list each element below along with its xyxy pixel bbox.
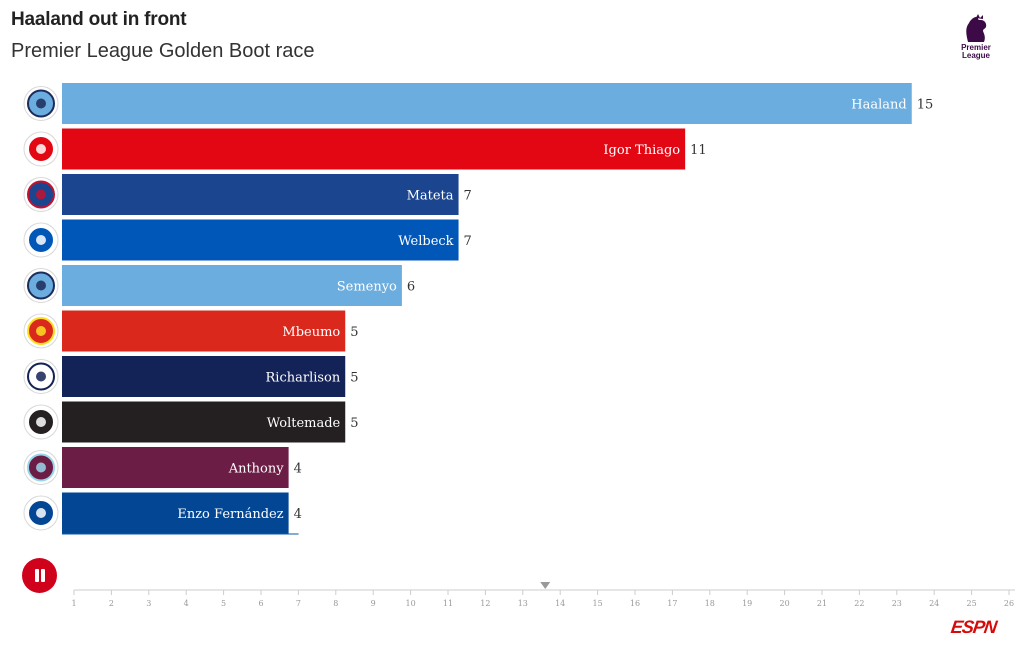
bar-label: Welbeck — [398, 234, 453, 249]
timeline-tick-label: 2 — [109, 599, 114, 608]
chart-title: Haaland out in front — [11, 9, 187, 30]
bar — [62, 310, 346, 352]
bar — [62, 265, 402, 306]
bar — [62, 83, 912, 124]
value-label: 15 — [917, 98, 934, 113]
value-label: 6 — [407, 280, 415, 295]
bar-label: Semenyo — [337, 280, 397, 295]
bar — [62, 492, 289, 534]
value-label: 11 — [690, 143, 707, 158]
timeline-tick-label: 25 — [967, 599, 977, 608]
bar-label: Haaland — [851, 98, 906, 113]
value-label: 7 — [464, 234, 472, 249]
timeline-tick-label: 6 — [258, 599, 263, 608]
pause-icon-bar — [41, 569, 45, 582]
crest-emblem — [36, 417, 46, 427]
crest-emblem — [36, 280, 46, 291]
timeline-tick-label: 5 — [221, 599, 226, 608]
timeline-tick-label: 19 — [742, 599, 752, 608]
timeline-tick-label: 21 — [817, 599, 827, 608]
bar — [62, 401, 346, 443]
value-label: 4 — [294, 507, 302, 522]
crest-emblem — [36, 508, 46, 518]
bar — [62, 219, 459, 261]
crest-emblem — [36, 235, 46, 245]
value-label: 5 — [350, 416, 358, 431]
bar-label: Woltemade — [267, 416, 341, 431]
crest-emblem — [36, 189, 46, 200]
timeline-tick-label: 3 — [146, 599, 151, 608]
timeline-tick-label: 9 — [371, 599, 376, 608]
crest-emblem — [36, 371, 46, 382]
bar — [62, 356, 346, 397]
timeline-tick-label: 18 — [705, 599, 715, 608]
logo-text-2: League — [961, 51, 990, 60]
bar — [62, 447, 289, 488]
chart-subtitle: Premier League Golden Boot race — [11, 40, 315, 62]
timeline-tick-label: 7 — [296, 599, 301, 608]
crest-emblem — [36, 462, 46, 473]
bar-label: Enzo Fernández — [177, 507, 283, 522]
value-label: 5 — [350, 325, 358, 340]
bar — [62, 128, 686, 170]
timeline-marker-icon[interactable] — [540, 582, 551, 589]
timeline-tick-label: 1 — [71, 599, 76, 608]
premier-league-logo: Premier League — [958, 14, 994, 68]
timeline-tick-label: 13 — [518, 599, 528, 608]
value-label: 4 — [294, 462, 302, 477]
crest-emblem — [36, 144, 46, 154]
bar — [62, 174, 459, 215]
bar-label: Anthony — [228, 462, 285, 477]
timeline-tick-label: 24 — [929, 599, 939, 608]
value-label: 5 — [350, 371, 358, 386]
bar-label: Mateta — [407, 189, 454, 204]
timeline-tick-label: 16 — [630, 599, 640, 608]
pause-button[interactable] — [22, 558, 57, 593]
timeline-tick-label: 23 — [892, 599, 902, 608]
timeline-tick-label: 15 — [593, 599, 603, 608]
value-label: 7 — [464, 189, 472, 204]
timeline-tick-label: 8 — [333, 599, 338, 608]
crest-emblem — [36, 98, 46, 109]
lion-icon — [966, 14, 987, 42]
timeline-tick-label: 22 — [854, 599, 864, 608]
crest-emblem — [36, 326, 46, 336]
timeline-tick-label: 4 — [184, 599, 189, 608]
logo-text-1: Premier — [961, 43, 991, 52]
bar-label: Mbeumo — [282, 325, 340, 340]
timeline-tick-label: 14 — [555, 599, 565, 608]
espn-logo: ESPN — [949, 617, 998, 637]
timeline-tick-label: 12 — [480, 599, 490, 608]
timeline-tick-label: 26 — [1004, 599, 1014, 608]
bar-label: Richarlison — [266, 371, 341, 386]
timeline-tick-label: 11 — [443, 599, 453, 608]
timeline-tick-label: 17 — [667, 599, 677, 608]
timeline-tick-label: 10 — [406, 599, 416, 608]
timeline-tick-label: 20 — [780, 599, 790, 608]
bar-label: Igor Thiago — [603, 143, 680, 158]
pause-icon — [35, 569, 39, 582]
